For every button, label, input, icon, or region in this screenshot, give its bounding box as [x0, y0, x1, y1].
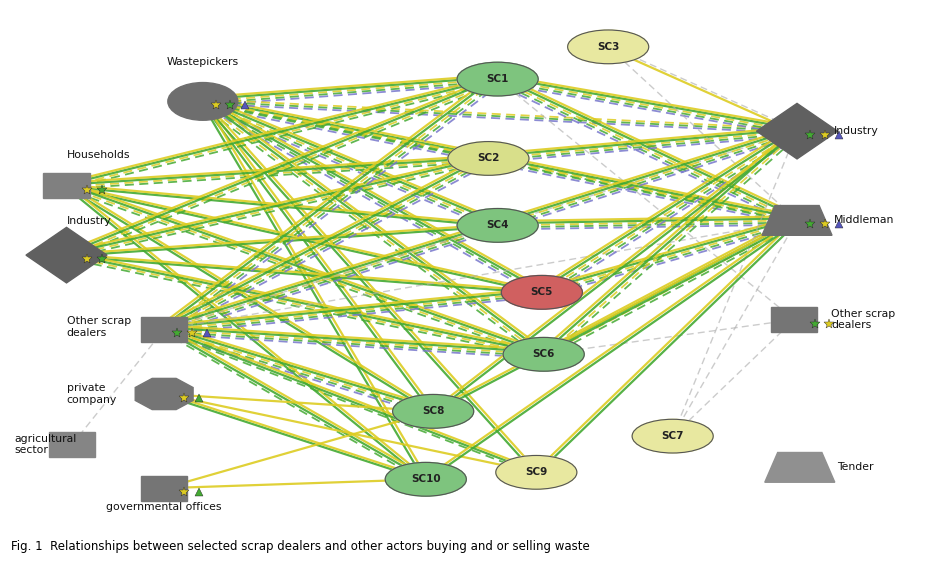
Text: SC5: SC5: [531, 287, 553, 298]
Bar: [49, 432, 95, 457]
Text: Households: Households: [67, 150, 130, 160]
Text: SC2: SC2: [478, 153, 500, 164]
Text: SC4: SC4: [486, 221, 509, 230]
Ellipse shape: [447, 141, 529, 176]
Text: Wastepickers: Wastepickers: [166, 56, 239, 67]
Bar: [141, 476, 187, 500]
Text: agricultural
sector: agricultural sector: [14, 434, 76, 455]
Ellipse shape: [457, 209, 539, 242]
Bar: [43, 173, 89, 198]
Text: SC6: SC6: [532, 349, 555, 359]
Bar: [141, 317, 187, 342]
Polygon shape: [757, 103, 838, 159]
Ellipse shape: [393, 394, 474, 428]
Text: Middleman: Middleman: [834, 215, 894, 225]
Text: SC7: SC7: [662, 431, 684, 441]
Polygon shape: [762, 206, 832, 235]
Polygon shape: [765, 453, 835, 482]
Text: Other scrap
dealers: Other scrap dealers: [67, 316, 131, 338]
Circle shape: [168, 83, 238, 120]
Text: Industry: Industry: [67, 217, 111, 226]
Text: SC10: SC10: [411, 474, 441, 484]
Bar: [771, 307, 817, 332]
Text: private
company: private company: [67, 383, 117, 405]
Ellipse shape: [495, 455, 577, 489]
Text: Tender: Tender: [837, 462, 873, 473]
Ellipse shape: [457, 62, 539, 96]
Ellipse shape: [501, 275, 583, 309]
Ellipse shape: [385, 462, 466, 496]
Text: SC9: SC9: [525, 467, 547, 477]
Ellipse shape: [568, 30, 649, 64]
Polygon shape: [135, 378, 193, 410]
Ellipse shape: [503, 337, 585, 371]
Text: SC8: SC8: [422, 406, 445, 416]
Text: Industry: Industry: [834, 126, 879, 136]
Polygon shape: [26, 227, 107, 283]
Text: governmental offices: governmental offices: [106, 502, 222, 511]
Text: Fig. 1  Relationships between selected scrap dealers and other actors buying and: Fig. 1 Relationships between selected sc…: [11, 540, 590, 553]
Text: SC3: SC3: [597, 42, 619, 52]
Text: Other scrap
dealers: Other scrap dealers: [831, 309, 896, 331]
Text: SC1: SC1: [486, 74, 509, 84]
Ellipse shape: [632, 420, 713, 453]
